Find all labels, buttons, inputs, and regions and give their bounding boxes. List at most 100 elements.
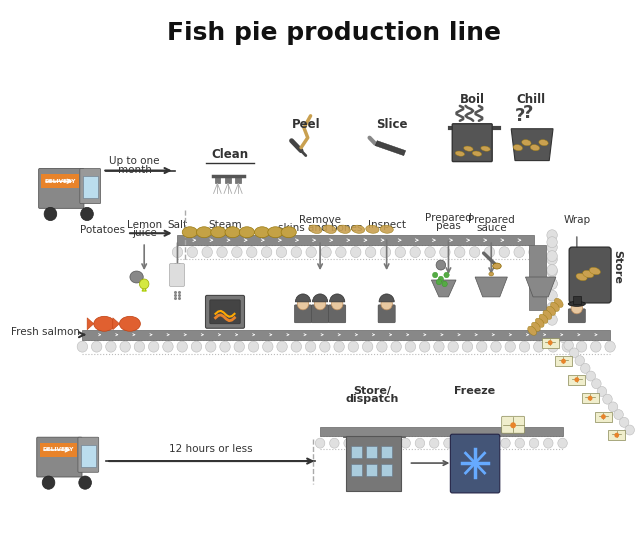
FancyBboxPatch shape	[80, 169, 100, 204]
Circle shape	[381, 298, 392, 310]
Ellipse shape	[366, 225, 379, 233]
Text: Slice: Slice	[376, 118, 407, 131]
Circle shape	[134, 341, 145, 352]
Circle shape	[491, 341, 501, 352]
Circle shape	[365, 246, 376, 258]
Circle shape	[440, 246, 450, 258]
Circle shape	[205, 341, 216, 352]
Circle shape	[444, 438, 453, 448]
FancyBboxPatch shape	[36, 437, 82, 477]
Polygon shape	[431, 280, 456, 297]
Circle shape	[603, 394, 612, 404]
Circle shape	[401, 438, 410, 448]
Ellipse shape	[225, 227, 240, 238]
Text: month: month	[118, 164, 152, 174]
Ellipse shape	[568, 301, 586, 306]
Circle shape	[571, 302, 582, 314]
Ellipse shape	[554, 298, 563, 307]
Circle shape	[547, 290, 557, 301]
Circle shape	[625, 425, 634, 435]
Circle shape	[248, 341, 259, 352]
Circle shape	[246, 246, 257, 258]
Circle shape	[515, 438, 525, 448]
Circle shape	[614, 410, 623, 420]
Bar	[365, 446, 377, 458]
Circle shape	[415, 438, 425, 448]
FancyBboxPatch shape	[170, 264, 184, 286]
Bar	[83, 330, 610, 340]
Circle shape	[429, 438, 439, 448]
Text: Remove: Remove	[299, 215, 341, 225]
Polygon shape	[608, 430, 625, 440]
Polygon shape	[541, 337, 559, 347]
Circle shape	[543, 438, 553, 448]
Circle shape	[547, 254, 557, 265]
Ellipse shape	[380, 225, 394, 233]
Circle shape	[505, 341, 515, 352]
Circle shape	[564, 340, 573, 350]
Circle shape	[575, 377, 579, 382]
Circle shape	[120, 341, 131, 352]
FancyBboxPatch shape	[569, 247, 611, 303]
Text: Potatoes: Potatoes	[80, 225, 125, 235]
Circle shape	[454, 246, 465, 258]
Circle shape	[316, 438, 325, 448]
Circle shape	[405, 341, 415, 352]
Circle shape	[172, 246, 182, 258]
Bar	[81, 445, 96, 467]
Ellipse shape	[528, 326, 536, 335]
Circle shape	[510, 422, 516, 428]
Text: Steam: Steam	[208, 220, 242, 230]
Circle shape	[529, 438, 539, 448]
Circle shape	[547, 266, 557, 277]
Bar	[83, 176, 98, 198]
Ellipse shape	[531, 145, 540, 151]
Circle shape	[276, 246, 287, 258]
Circle shape	[547, 242, 557, 253]
Circle shape	[588, 396, 593, 401]
Bar	[365, 464, 377, 476]
Polygon shape	[582, 393, 598, 403]
Circle shape	[79, 476, 92, 490]
Circle shape	[332, 298, 343, 310]
Circle shape	[575, 356, 584, 366]
Circle shape	[448, 341, 458, 352]
Ellipse shape	[582, 270, 594, 278]
Polygon shape	[113, 318, 120, 330]
Circle shape	[436, 279, 442, 285]
Circle shape	[77, 341, 88, 352]
Polygon shape	[375, 140, 406, 155]
Circle shape	[362, 341, 373, 352]
Circle shape	[548, 340, 552, 345]
Circle shape	[372, 438, 382, 448]
Circle shape	[500, 438, 510, 448]
Circle shape	[187, 246, 198, 258]
FancyBboxPatch shape	[329, 305, 346, 323]
Circle shape	[547, 278, 557, 289]
Circle shape	[148, 341, 159, 352]
Text: Salt: Salt	[168, 220, 188, 230]
Ellipse shape	[472, 151, 482, 156]
Ellipse shape	[481, 146, 490, 152]
Wedge shape	[312, 294, 328, 302]
Ellipse shape	[489, 272, 493, 276]
Bar	[225, 175, 230, 184]
Bar	[351, 464, 362, 476]
Circle shape	[547, 251, 557, 261]
Ellipse shape	[309, 225, 322, 234]
Circle shape	[261, 246, 272, 258]
Polygon shape	[525, 277, 556, 297]
Ellipse shape	[532, 322, 540, 331]
Circle shape	[351, 246, 361, 258]
Circle shape	[433, 272, 438, 278]
Bar	[529, 245, 547, 310]
Circle shape	[319, 341, 330, 352]
Circle shape	[334, 341, 344, 352]
Circle shape	[277, 341, 287, 352]
Ellipse shape	[239, 227, 255, 238]
FancyBboxPatch shape	[378, 305, 396, 323]
Ellipse shape	[182, 227, 197, 238]
Bar	[351, 446, 362, 458]
FancyBboxPatch shape	[78, 437, 99, 472]
Circle shape	[202, 246, 212, 258]
